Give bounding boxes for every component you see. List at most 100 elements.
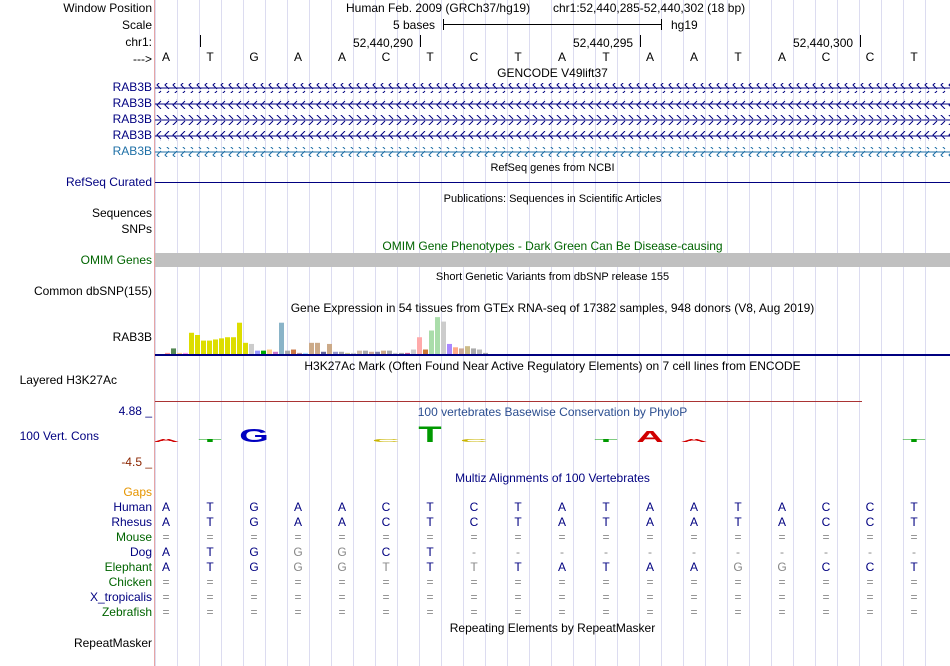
gtex-tissue-bar[interactable] <box>279 322 284 354</box>
alignment-base: A <box>689 515 698 529</box>
gtex-tissue-bar[interactable] <box>165 352 170 354</box>
alignment-base: C <box>469 515 479 529</box>
repeatmasker-label[interactable]: RepeatMasker <box>73 636 152 650</box>
alignment-base: = <box>690 575 698 589</box>
gtex-tissue-bar[interactable] <box>435 317 440 354</box>
gtex-tissue-bar[interactable] <box>327 343 332 354</box>
gtex-tissue-bar[interactable] <box>297 352 302 354</box>
omim-track-title: OMIM Gene Phenotypes - Dark Green Can Be… <box>382 239 723 253</box>
gtex-tissue-bar[interactable] <box>177 352 182 354</box>
gencode-gene-label[interactable]: RAB3B <box>112 144 152 158</box>
transcript-2[interactable] <box>155 99 950 109</box>
gtex-tissue-bar[interactable] <box>483 352 488 354</box>
gtex-tissue-bar[interactable] <box>243 342 248 354</box>
gtex-tissue-bar[interactable] <box>453 347 458 354</box>
gtex-tissue-bar[interactable] <box>345 352 350 354</box>
refseq-label[interactable]: RefSeq Curated <box>65 175 152 189</box>
sequence-base: T <box>206 50 214 64</box>
alignment-base: = <box>602 575 610 589</box>
gtex-tissue-bar[interactable] <box>309 342 314 354</box>
gridline <box>353 0 354 666</box>
transcript-3[interactable] <box>155 115 950 125</box>
gridline <box>265 0 266 666</box>
gtex-tissue-bar[interactable] <box>411 349 416 354</box>
snps-label[interactable]: SNPs <box>121 222 152 236</box>
omim-label[interactable]: OMIM Genes <box>80 253 152 267</box>
gtex-tissue-bar[interactable] <box>357 350 362 354</box>
gtex-tissue-bar[interactable] <box>465 346 470 354</box>
gtex-tissue-bar[interactable] <box>381 350 386 354</box>
gtex-gene-label[interactable]: RAB3B <box>112 330 152 344</box>
gtex-tissue-bar[interactable] <box>393 352 398 354</box>
gtex-tissue-bar[interactable] <box>273 351 278 354</box>
gtex-tissue-bar[interactable] <box>249 343 254 354</box>
gtex-tissue-bar[interactable] <box>231 337 236 354</box>
gtex-tissue-bar[interactable] <box>195 335 200 354</box>
alignment-base: = <box>250 605 258 619</box>
gtex-tissue-bar[interactable] <box>303 352 308 354</box>
gtex-tissue-bar[interactable] <box>429 330 434 354</box>
gtex-tissue-bar[interactable] <box>363 350 368 354</box>
h3k27ac-label[interactable]: Layered H3K27Ac <box>19 373 117 387</box>
gtex-tissue-bar[interactable] <box>207 340 212 354</box>
gtex-tissue-bar[interactable] <box>189 332 194 354</box>
gtex-bar-chart[interactable] <box>155 316 950 358</box>
gencode-gene-label[interactable]: RAB3B <box>112 80 152 94</box>
gtex-tissue-bar[interactable] <box>291 349 296 354</box>
transcript-1[interactable] <box>155 83 950 93</box>
alignment-base: A <box>689 560 698 574</box>
sequences-label[interactable]: Sequences <box>91 206 152 220</box>
gtex-tissue-bar[interactable] <box>261 350 266 354</box>
gtex-tissue-bar[interactable] <box>405 352 410 354</box>
gtex-tissue-bar[interactable] <box>447 343 452 354</box>
gtex-tissue-bar[interactable] <box>171 348 176 354</box>
gtex-tissue-bar[interactable] <box>399 352 404 354</box>
gtex-tissue-bar[interactable] <box>459 348 464 354</box>
gtex-tissue-bar[interactable] <box>339 351 344 354</box>
omim-gene-bar[interactable] <box>155 253 950 267</box>
refseq-gene-line[interactable] <box>155 182 950 183</box>
gtex-tissue-bar[interactable] <box>183 352 188 354</box>
gtex-tissue-bar[interactable] <box>423 349 428 354</box>
gtex-tissue-bar[interactable] <box>237 322 242 354</box>
gencode-gene-label[interactable]: RAB3B <box>112 96 152 110</box>
gencode-transcripts[interactable] <box>155 80 950 160</box>
alignment-base: = <box>734 605 742 619</box>
alignment-base: A <box>645 500 654 514</box>
gtex-tissue-bar[interactable] <box>351 352 356 354</box>
gridline <box>573 0 574 666</box>
gtex-tissue-bar[interactable] <box>219 338 224 354</box>
gtex-tissue-bar[interactable] <box>333 351 338 354</box>
gtex-tissue-bar[interactable] <box>201 340 206 354</box>
transcript-5[interactable] <box>155 147 950 157</box>
gtex-tissue-bar[interactable] <box>213 339 218 354</box>
gtex-tissue-bar[interactable] <box>375 351 380 354</box>
gtex-tissue-bar[interactable] <box>387 350 392 354</box>
gtex-tissue-bar[interactable] <box>255 350 260 354</box>
tracks-area[interactable]: Human Feb. 2009 (GRCh37/hg19) chr1:52,44… <box>155 0 950 666</box>
window-position-label: Window Position <box>63 1 152 15</box>
phylop-label[interactable]: 100 Vert. Cons <box>19 429 99 443</box>
gtex-tissue-bar[interactable] <box>225 337 230 354</box>
alignment-base: = <box>690 530 698 544</box>
gtex-tissue-bar[interactable] <box>369 351 374 354</box>
gencode-gene-label[interactable]: RAB3B <box>112 128 152 142</box>
gtex-tissue-bar[interactable] <box>267 349 272 354</box>
transcript-4[interactable] <box>155 131 950 141</box>
alignment-base: A <box>777 500 786 514</box>
alignment-base: = <box>866 530 874 544</box>
alignment-base: = <box>558 575 566 589</box>
alignment-base: C <box>381 545 391 559</box>
gtex-tissue-bar[interactable] <box>471 348 476 354</box>
gtex-tissue-bar[interactable] <box>321 351 326 354</box>
gtex-tissue-bar[interactable] <box>285 350 290 354</box>
gtex-tissue-bar[interactable] <box>417 337 422 354</box>
dbsnp-label[interactable]: Common dbSNP(155) <box>33 284 152 298</box>
gtex-tissue-bar[interactable] <box>477 349 482 354</box>
gtex-tissue-bar[interactable] <box>441 321 446 354</box>
gtex-tissue-bar[interactable] <box>315 342 320 354</box>
alignment-base: T <box>206 515 214 529</box>
repeatmasker-track-title: Repeating Elements by RepeatMasker <box>449 621 656 635</box>
gencode-gene-label[interactable]: RAB3B <box>112 112 152 126</box>
